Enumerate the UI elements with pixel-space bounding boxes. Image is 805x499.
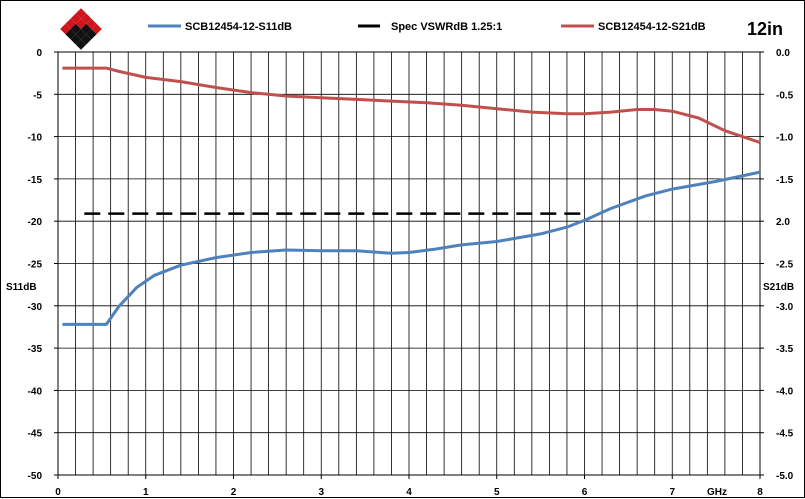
left-tick-label: -25 (28, 260, 43, 271)
logo-diamond (75, 29, 87, 40)
x-axis-unit-label: GHz (707, 487, 727, 498)
logo-diamond (86, 29, 97, 40)
x-tick-label: 8 (757, 487, 763, 498)
right-axis-ticks: 0.0 -0.5 -1.0 -1.5 2.0 -2.5 -3.0 -3.5 -4.0 -4.5 -5… (760, 48, 794, 482)
left-tick-label: -35 (28, 344, 43, 355)
left-tick-label: -20 (28, 217, 43, 228)
left-tick-label: 0 (36, 48, 42, 59)
logo-diamond (75, 39, 87, 50)
left-tick-label: -5 (33, 90, 42, 101)
series-line-1 (62, 170, 761, 326)
left-axis-label: S11dB (6, 282, 37, 293)
right-tick-label: -1.0 (776, 133, 794, 144)
logo-icon (60, 8, 102, 50)
logo-diamond (81, 13, 92, 24)
left-tick-label: -40 (28, 386, 43, 397)
x-axis-ticks: 0 1 2 3 4 5 6 7 8 (55, 475, 763, 498)
left-tick-label: -50 (28, 471, 43, 482)
right-tick-label: -0.5 (776, 90, 794, 101)
x-tick-label: 0 (55, 487, 61, 498)
right-axis-label: S21dB (763, 282, 794, 293)
left-axis-ticks: 0 -5 -10 -15 -20 -25 -30 -35 -40 -45 -50 (28, 48, 58, 482)
left-tick-label: -30 (28, 302, 43, 313)
legend-label-2: Spec VSWRdB 1.25:1 (391, 21, 502, 33)
corner-label: 12in (747, 19, 783, 39)
legend-label-3: SCB12454-12-S21dB (598, 21, 706, 33)
x-tick-label: 2 (231, 487, 237, 498)
x-tick-label: 4 (406, 487, 412, 498)
x-tick-label: 7 (669, 487, 675, 498)
x-tick-label: 5 (494, 487, 500, 498)
x-tick-label: 3 (318, 487, 324, 498)
left-tick-label: -10 (28, 133, 43, 144)
right-tick-label: -3.0 (776, 302, 794, 313)
x-tick-label: 6 (582, 487, 588, 498)
right-tick-label: -5.0 (776, 471, 794, 482)
series-line-3 (62, 66, 761, 144)
grid-lines (58, 52, 760, 475)
x-tick-label: 1 (143, 487, 149, 498)
right-tick-label: -1.5 (776, 175, 794, 186)
legend: SCB12454-12-S11dB Spec VSWRdB 1.25:1 SCB12… (148, 21, 706, 33)
legend-label-1: SCB12454-12-S11dB (185, 21, 292, 33)
right-tick-label: -2.5 (776, 260, 794, 271)
right-tick-label: -3.5 (776, 344, 794, 355)
right-tick-label: -4.5 (776, 429, 794, 440)
right-tick-label: 0.0 (776, 48, 790, 59)
right-tick-label: -4.0 (776, 386, 794, 397)
left-tick-label: -15 (28, 175, 43, 186)
left-tick-label: -45 (28, 429, 43, 440)
right-tick-label: 2.0 (776, 217, 790, 228)
logo-diamond (70, 13, 81, 24)
logo-diamond (65, 29, 76, 40)
series-layer (62, 66, 761, 326)
